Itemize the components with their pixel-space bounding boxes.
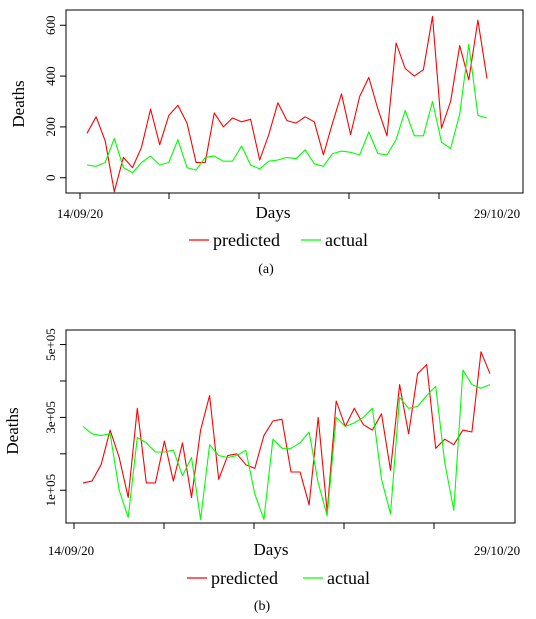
legend-label-predicted-b: predicted xyxy=(211,568,278,588)
legend-label-predicted-a: predicted xyxy=(213,230,280,250)
x-axis-label-a: Days xyxy=(256,203,291,222)
x-axis-ticks-a xyxy=(79,193,440,199)
y-tick-label-b: 3e+05 xyxy=(43,401,58,434)
y-tick-label-a: 200 xyxy=(43,117,58,136)
legend-label-actual-b: actual xyxy=(327,568,370,588)
y-axis-ticks-b: 1e+05 3e+05 5e+05 xyxy=(43,328,66,507)
series-line-predicted-a xyxy=(86,15,488,193)
plot-frame-b xyxy=(65,329,516,524)
series-lines-b xyxy=(82,351,491,520)
x-end-label-a: 29/10/20 xyxy=(474,206,520,221)
x-start-label-a: 14/09/20 xyxy=(57,206,103,221)
y-tick-label-b: 5e+05 xyxy=(43,328,58,361)
series-line-actual-b xyxy=(82,369,491,520)
plot-frame-a xyxy=(65,9,524,194)
x-end-label-b: 29/10/20 xyxy=(474,543,520,558)
legend-b: predicted actual xyxy=(187,568,370,588)
series-line-actual-a xyxy=(86,43,488,174)
y-axis-label-a: Deaths xyxy=(9,80,28,127)
series-line-predicted-b xyxy=(82,351,491,513)
y-tick-label-a: 400 xyxy=(43,66,58,86)
chart-panel-b: 1e+05 3e+05 5e+05 Deaths Days 14/09/20 29/… xyxy=(3,328,520,614)
y-axis-label-b: Deaths xyxy=(3,407,22,454)
y-tick-label-a: 600 xyxy=(43,16,58,36)
series-lines-a xyxy=(86,15,488,193)
y-tick-label-b: 1e+05 xyxy=(43,474,58,507)
caption-b: (b) xyxy=(254,599,271,614)
x-start-label-b: 14/09/20 xyxy=(48,543,94,558)
x-axis-label-b: Days xyxy=(254,540,289,559)
legend-label-actual-a: actual xyxy=(325,230,368,250)
caption-a: (a) xyxy=(258,262,274,277)
x-axis-ticks-b xyxy=(73,523,435,529)
y-tick-label-a: 0 xyxy=(43,175,58,182)
chart-panel-a: 0 200 400 600 Deaths Days 14/09/20 29/10/20… xyxy=(9,9,524,277)
legend-a: predicted actual xyxy=(189,230,368,250)
y-axis-ticks-a: 0 200 400 600 xyxy=(43,16,66,182)
